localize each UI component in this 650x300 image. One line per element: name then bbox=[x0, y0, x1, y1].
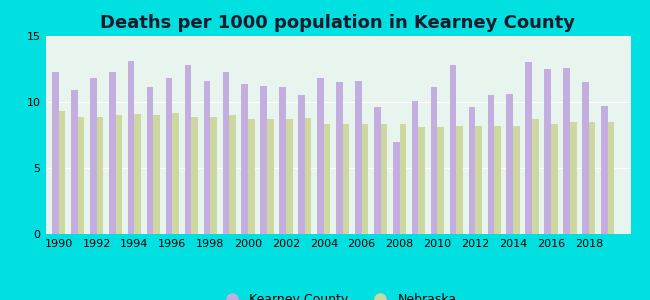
Bar bbox=[608, 122, 614, 234]
Bar bbox=[185, 65, 191, 234]
Bar bbox=[222, 72, 229, 234]
Bar bbox=[355, 81, 361, 234]
Bar bbox=[469, 107, 475, 234]
Bar bbox=[298, 95, 305, 234]
Bar bbox=[90, 78, 97, 234]
Bar bbox=[71, 90, 78, 234]
Bar bbox=[374, 107, 381, 234]
Bar bbox=[317, 78, 324, 234]
Bar bbox=[343, 124, 349, 234]
Bar bbox=[78, 116, 84, 234]
Title: Deaths per 1000 population in Kearney County: Deaths per 1000 population in Kearney Co… bbox=[101, 14, 575, 32]
Bar bbox=[280, 88, 286, 234]
Bar bbox=[109, 72, 116, 234]
Bar bbox=[456, 126, 463, 234]
Bar bbox=[172, 112, 179, 234]
Bar bbox=[419, 127, 425, 234]
Bar bbox=[506, 94, 513, 234]
Bar bbox=[437, 127, 444, 234]
Bar bbox=[525, 62, 532, 234]
Bar bbox=[267, 119, 274, 234]
Bar bbox=[324, 124, 330, 234]
Bar bbox=[248, 119, 255, 234]
Bar bbox=[513, 126, 520, 234]
Bar bbox=[564, 68, 570, 234]
Bar bbox=[450, 65, 456, 234]
Bar bbox=[393, 142, 400, 234]
Bar bbox=[58, 111, 66, 234]
Bar bbox=[153, 115, 160, 234]
Bar bbox=[488, 95, 494, 234]
Bar bbox=[400, 124, 406, 234]
Bar bbox=[241, 83, 248, 234]
Bar bbox=[570, 122, 577, 234]
Bar bbox=[336, 82, 343, 234]
Bar bbox=[532, 119, 539, 234]
Bar bbox=[147, 88, 153, 234]
Bar bbox=[582, 82, 589, 234]
Bar bbox=[286, 119, 292, 234]
Bar bbox=[52, 72, 58, 234]
Bar bbox=[475, 126, 482, 234]
Bar bbox=[412, 101, 419, 234]
Bar bbox=[191, 116, 198, 234]
Bar bbox=[203, 81, 210, 234]
Bar bbox=[116, 115, 122, 234]
Bar bbox=[361, 124, 369, 234]
Bar bbox=[229, 115, 236, 234]
Bar bbox=[128, 61, 135, 234]
Bar bbox=[305, 118, 311, 234]
Bar bbox=[166, 78, 172, 234]
Bar bbox=[494, 126, 500, 234]
Bar bbox=[589, 122, 595, 234]
Bar bbox=[601, 106, 608, 234]
Bar bbox=[381, 124, 387, 234]
Bar bbox=[431, 88, 437, 234]
Bar bbox=[135, 114, 141, 234]
Bar bbox=[261, 86, 267, 234]
Bar bbox=[97, 116, 103, 234]
Legend: Kearney County, Nebraska: Kearney County, Nebraska bbox=[214, 288, 462, 300]
Bar bbox=[551, 124, 558, 234]
Bar bbox=[544, 69, 551, 234]
Bar bbox=[210, 116, 217, 234]
